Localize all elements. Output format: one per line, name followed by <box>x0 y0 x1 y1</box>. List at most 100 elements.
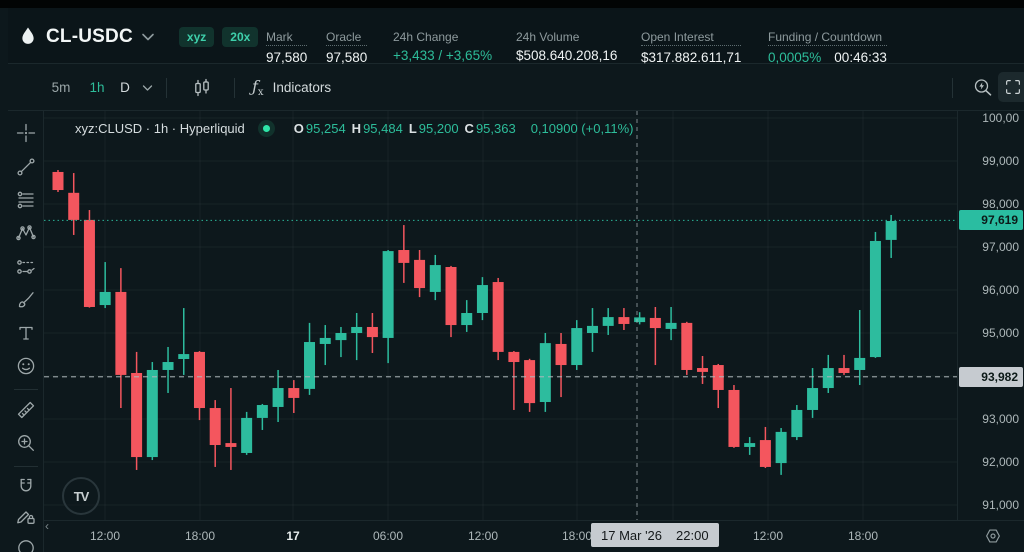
magnet-tool-icon[interactable] <box>15 476 37 498</box>
interval-button-5m[interactable]: 5m <box>51 80 71 95</box>
indicators-button[interactable]: ƒx Indicators <box>252 77 332 98</box>
interval-chevron-down-icon[interactable] <box>136 64 158 111</box>
candle-body <box>68 192 80 220</box>
ruler-tool-icon[interactable] <box>15 399 37 421</box>
live-status-dot <box>262 124 270 132</box>
stat-label: Mark <box>266 30 308 46</box>
candle-body <box>209 408 221 446</box>
candle-body <box>697 368 709 372</box>
candle-body <box>539 343 551 403</box>
interval-button-1h[interactable]: 1h <box>89 80 105 95</box>
candle-body <box>256 405 268 418</box>
candle-body <box>162 362 174 370</box>
chevron-left-icon[interactable]: ‹ <box>45 519 49 533</box>
stat-label: Funding / Countdown <box>768 30 887 46</box>
candle-body <box>508 351 520 363</box>
tradingview-logo[interactable]: TV <box>62 477 100 515</box>
time-tick-label: 18:00 <box>561 529 593 543</box>
trend-line-tool-icon[interactable] <box>15 156 37 178</box>
crosshair-tool-icon[interactable] <box>15 122 37 144</box>
ohlc-key: H <box>351 120 362 136</box>
market-header: CL-USDC xyz 20x Mark 97,580 Oracle 97,580 24… <box>8 8 1024 65</box>
stat-value: $317.882.611,71 <box>641 50 742 65</box>
leverage-badge[interactable]: 20x <box>222 27 259 47</box>
chevron-down-icon <box>141 32 155 42</box>
ohlc-key: O <box>293 120 304 136</box>
legend-ohlc: O 95,254 H 95,484 L 95,200 C 95,363 <box>288 121 516 136</box>
zoom-in-tool-icon[interactable] <box>15 432 37 454</box>
stat-label: 24h Volume <box>516 30 580 44</box>
ohlc-value: 95,363 <box>475 120 516 136</box>
price-tick-label: 91,000 <box>982 498 1019 512</box>
candle-body <box>712 365 724 390</box>
toolbar-separator <box>166 78 167 98</box>
pair-selector[interactable]: CL-USDC xyz 20x <box>18 20 259 54</box>
candle-body <box>524 360 536 404</box>
toolbar-divider <box>14 389 38 390</box>
candle-body <box>288 388 300 398</box>
candle-body <box>728 389 740 447</box>
candle-body <box>602 317 614 326</box>
toolbar-divider <box>14 466 38 467</box>
candle-body <box>99 291 111 306</box>
window-top-edge <box>0 0 1024 8</box>
stat-value: 97,580 <box>326 50 368 65</box>
legend-title: xyz:CLUSD · 1h · Hyperliquid <box>75 120 245 136</box>
time-tick-label: 18:00 <box>847 529 879 543</box>
stat-label: Oracle <box>326 30 368 46</box>
stat-open-interest: Open Interest $317.882.611,71 <box>641 30 742 65</box>
toolbar-separator <box>952 78 953 98</box>
lock-drawings-tool-icon[interactable] <box>15 505 37 527</box>
candle-body <box>146 369 158 458</box>
candlestick-chart[interactable] <box>44 111 957 520</box>
candle-body <box>131 372 143 458</box>
candle-body <box>351 326 363 333</box>
crosshair-time-badge: 17 Mar '26 22:00 <box>591 523 719 547</box>
candle-body <box>869 240 881 358</box>
fib-retracement-tool-icon[interactable] <box>15 189 37 211</box>
fx-icon: ƒx <box>252 77 264 98</box>
price-tick-label: 98,000 <box>982 197 1019 211</box>
axis-settings-icon[interactable] <box>983 526 1003 546</box>
stat-value: 97,580 <box>266 50 308 65</box>
pair-name: CL-USDC <box>46 26 133 47</box>
time-tick-label: 06:00 <box>372 529 404 543</box>
time-axis[interactable]: 12:0018:001706:0012:0018:0006:0012:0018:… <box>44 520 1024 552</box>
candle-body <box>225 443 237 447</box>
fullscreen-button[interactable] <box>998 72 1024 102</box>
candle-body <box>838 368 850 373</box>
projection-tool-icon[interactable] <box>15 256 37 278</box>
quick-search-button[interactable] <box>968 64 998 111</box>
text-tool-icon[interactable] <box>15 322 37 344</box>
drawing-toolbar <box>8 111 44 552</box>
price-axis[interactable]: 100,00 99,000 98,000 97,000 96,000 95,000 93,0… <box>957 111 1024 520</box>
candle-body <box>854 357 866 370</box>
brush-tool-icon[interactable] <box>15 289 37 311</box>
chart-legend: xyz:CLUSD · 1h · Hyperliquid O 95,254 H 95,… <box>75 119 633 137</box>
hidden-tool-icon[interactable] <box>15 537 37 552</box>
fullscreen-icon <box>1006 80 1020 94</box>
candlestick-icon <box>195 78 209 96</box>
chart-pane[interactable] <box>44 111 957 520</box>
candle-body <box>759 440 771 467</box>
emoji-tool-icon[interactable] <box>15 355 37 377</box>
toolbar-separator <box>234 78 235 98</box>
crosshair-time: 22:00 <box>676 527 709 543</box>
stat-label: 24h Change <box>393 30 459 44</box>
candle-body <box>807 388 819 410</box>
candle-style-button[interactable] <box>186 64 218 111</box>
candle-body <box>398 250 410 263</box>
candle-body <box>335 333 347 341</box>
candle-body <box>649 317 661 329</box>
candle-body <box>665 322 677 329</box>
stat-value: +3,433 / +3,65% <box>393 48 493 63</box>
stat-oracle: Oracle 97,580 <box>326 30 368 65</box>
interval-button-d[interactable]: D <box>120 80 130 95</box>
ohlc-key: L <box>408 120 417 136</box>
time-tick-label: 17 <box>286 529 300 543</box>
xabcd-pattern-tool-icon[interactable] <box>15 222 37 244</box>
price-tick-label: 100,00 <box>982 111 1019 125</box>
price-tick-label: 92,000 <box>982 455 1019 469</box>
candle-body <box>83 219 95 307</box>
stat-funding-countdown: Funding / Countdown 0,0005% 00:46:33 <box>768 30 887 65</box>
